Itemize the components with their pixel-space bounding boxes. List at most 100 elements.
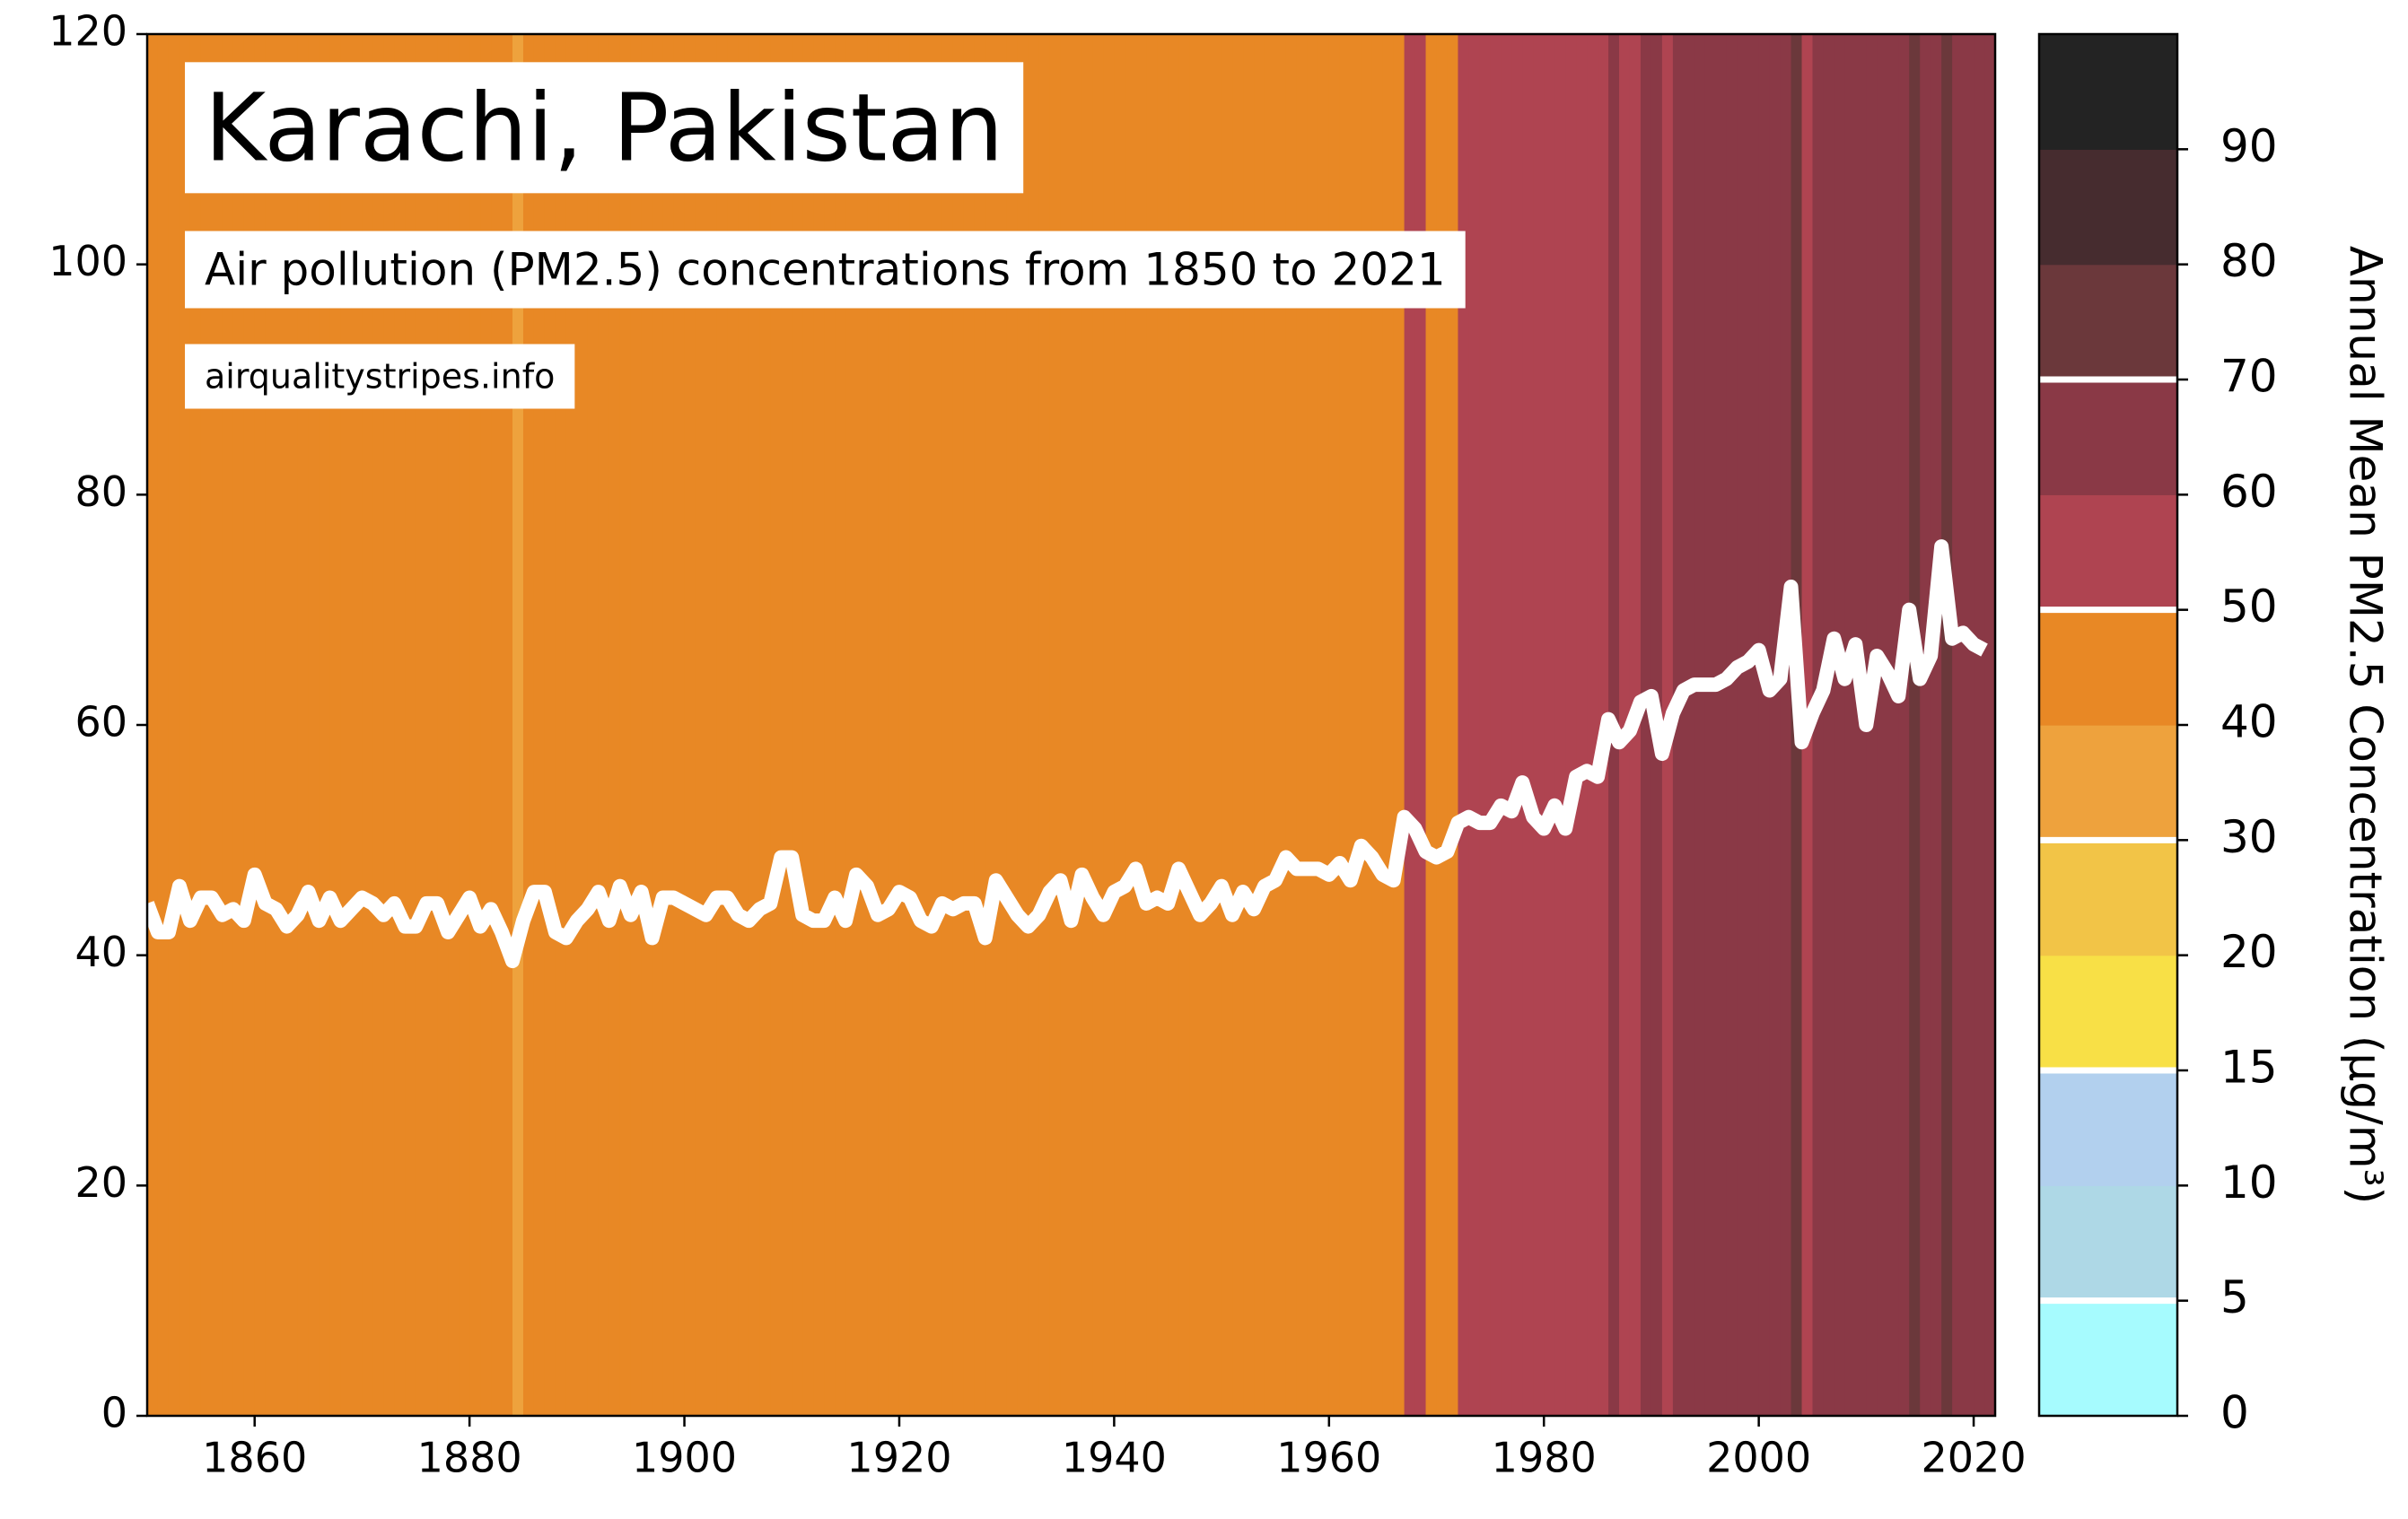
y-tick-label: 80 xyxy=(74,467,127,516)
stripe xyxy=(1769,34,1782,1416)
stripe xyxy=(652,34,664,1416)
stripe xyxy=(759,34,771,1416)
stripe xyxy=(1371,34,1384,1416)
stripe xyxy=(1146,34,1158,1416)
stripe xyxy=(878,34,889,1416)
stripe xyxy=(1533,34,1545,1416)
stripe xyxy=(1222,34,1233,1416)
stripe xyxy=(619,34,632,1416)
colorbar-segment xyxy=(2039,380,2177,495)
y-tick-label: 100 xyxy=(48,237,127,285)
stripe xyxy=(662,34,675,1416)
colorbar-tick-label: 80 xyxy=(2220,235,2278,287)
stripe xyxy=(1726,34,1738,1416)
source-label: airqualitystripes.info xyxy=(205,357,555,397)
stripe xyxy=(1328,34,1341,1416)
x-tick-label: 1880 xyxy=(417,1434,522,1482)
stripe xyxy=(1522,34,1534,1416)
y-tick-label: 120 xyxy=(48,7,127,56)
stripe xyxy=(1393,34,1405,1416)
x-tick-label: 1980 xyxy=(1492,1434,1597,1482)
stripe xyxy=(974,34,986,1416)
chart-title-box xyxy=(185,62,1024,194)
y-tick-label: 60 xyxy=(74,698,127,746)
stripe xyxy=(1737,34,1749,1416)
x-tick-label: 2000 xyxy=(1706,1434,1811,1482)
stripe xyxy=(1704,34,1717,1416)
colorbar-segment xyxy=(2039,955,2177,1071)
stripe xyxy=(1834,34,1846,1416)
overlay: 0 20 40 60 80 100 120 1860 1880 1900 1920 1940 1960 1… xyxy=(48,7,2026,1482)
stripe xyxy=(684,34,696,1416)
stripe xyxy=(1092,34,1105,1416)
stripe xyxy=(576,34,589,1416)
x-tick-label: 1960 xyxy=(1276,1434,1381,1482)
colorbar-tick-label: 40 xyxy=(2220,696,2278,748)
stripe xyxy=(1339,34,1352,1416)
colorbar-frame xyxy=(2037,32,2179,1418)
stripe xyxy=(147,34,159,1416)
colorbar-tick-label: 30 xyxy=(2220,811,2278,863)
colorbar-tick-label: 0 xyxy=(2220,1387,2249,1439)
colorbar-tick-label: 5 xyxy=(2220,1271,2249,1323)
stripe xyxy=(1844,34,1856,1416)
stripe xyxy=(1232,34,1244,1416)
stripe xyxy=(598,34,610,1416)
stripe xyxy=(673,34,686,1416)
source-label-box xyxy=(185,344,575,409)
stripe xyxy=(1941,34,1953,1416)
stripe xyxy=(1425,34,1438,1416)
stripe xyxy=(845,34,857,1416)
stripe xyxy=(157,34,170,1416)
stripe xyxy=(587,34,600,1416)
stripe xyxy=(1640,34,1652,1416)
colorbar-segment xyxy=(2039,34,2177,150)
stripe xyxy=(1694,34,1706,1416)
stripe xyxy=(1006,34,1019,1416)
colorbar-segment xyxy=(2039,840,2177,956)
stripe xyxy=(1887,34,1899,1416)
stripe xyxy=(749,34,760,1416)
stripe xyxy=(1049,34,1062,1416)
stripe xyxy=(792,34,803,1416)
stripe xyxy=(931,34,943,1416)
stripe xyxy=(941,34,954,1416)
stripe xyxy=(1361,34,1373,1416)
stripe xyxy=(1920,34,1931,1416)
stripe xyxy=(824,34,836,1416)
x-tick-label: 1900 xyxy=(632,1434,737,1482)
stripe xyxy=(1812,34,1825,1416)
stripe xyxy=(1554,34,1566,1416)
stripe xyxy=(770,34,782,1416)
stripe xyxy=(1501,34,1512,1416)
stripe xyxy=(1028,34,1040,1416)
stripe xyxy=(1672,34,1685,1416)
stripe xyxy=(641,34,653,1416)
colorbar-tick-label: 10 xyxy=(2220,1157,2278,1209)
x-tick-label: 1860 xyxy=(202,1434,307,1482)
stripe xyxy=(1931,34,1942,1416)
stripe xyxy=(705,34,718,1416)
stripe xyxy=(1382,34,1395,1416)
stripe xyxy=(1436,34,1449,1416)
stripe xyxy=(1963,34,1975,1416)
stripe xyxy=(1157,34,1169,1416)
stripe xyxy=(630,34,643,1416)
colorbar-label: Annual Mean PM2.5 Concentration (µg/m³) xyxy=(2340,246,2392,1204)
colorbar-tick-label: 70 xyxy=(2220,351,2278,403)
stripe xyxy=(920,34,933,1416)
stripe xyxy=(1877,34,1888,1416)
stripe xyxy=(835,34,846,1416)
stripe xyxy=(738,34,749,1416)
stripe xyxy=(1823,34,1835,1416)
stripe xyxy=(1576,34,1588,1416)
y-tick-label: 20 xyxy=(74,1158,127,1207)
stripe xyxy=(1178,34,1190,1416)
stripe xyxy=(1254,34,1265,1416)
stripe xyxy=(856,34,868,1416)
stripe xyxy=(1060,34,1073,1416)
stripe xyxy=(1125,34,1136,1416)
stripe xyxy=(1544,34,1555,1416)
stripe xyxy=(727,34,740,1416)
colorbar-segment xyxy=(2039,1185,2177,1302)
